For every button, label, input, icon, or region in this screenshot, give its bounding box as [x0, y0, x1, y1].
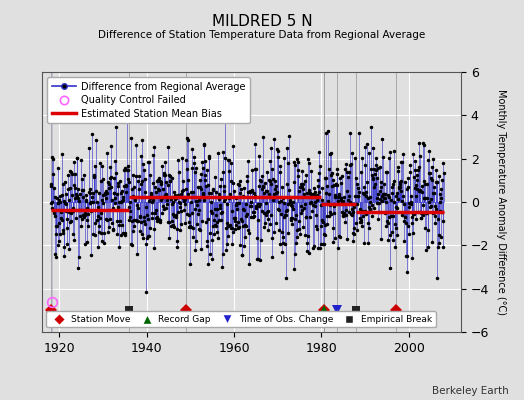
Legend: Station Move, Record Gap, Time of Obs. Change, Empirical Break: Station Move, Record Gap, Time of Obs. C… — [47, 311, 436, 328]
Text: Difference of Station Temperature Data from Regional Average: Difference of Station Temperature Data f… — [99, 30, 425, 40]
Text: MILDRED 5 N: MILDRED 5 N — [212, 14, 312, 29]
Text: Berkeley Earth: Berkeley Earth — [432, 386, 508, 396]
Y-axis label: Monthly Temperature Anomaly Difference (°C): Monthly Temperature Anomaly Difference (… — [496, 89, 506, 315]
